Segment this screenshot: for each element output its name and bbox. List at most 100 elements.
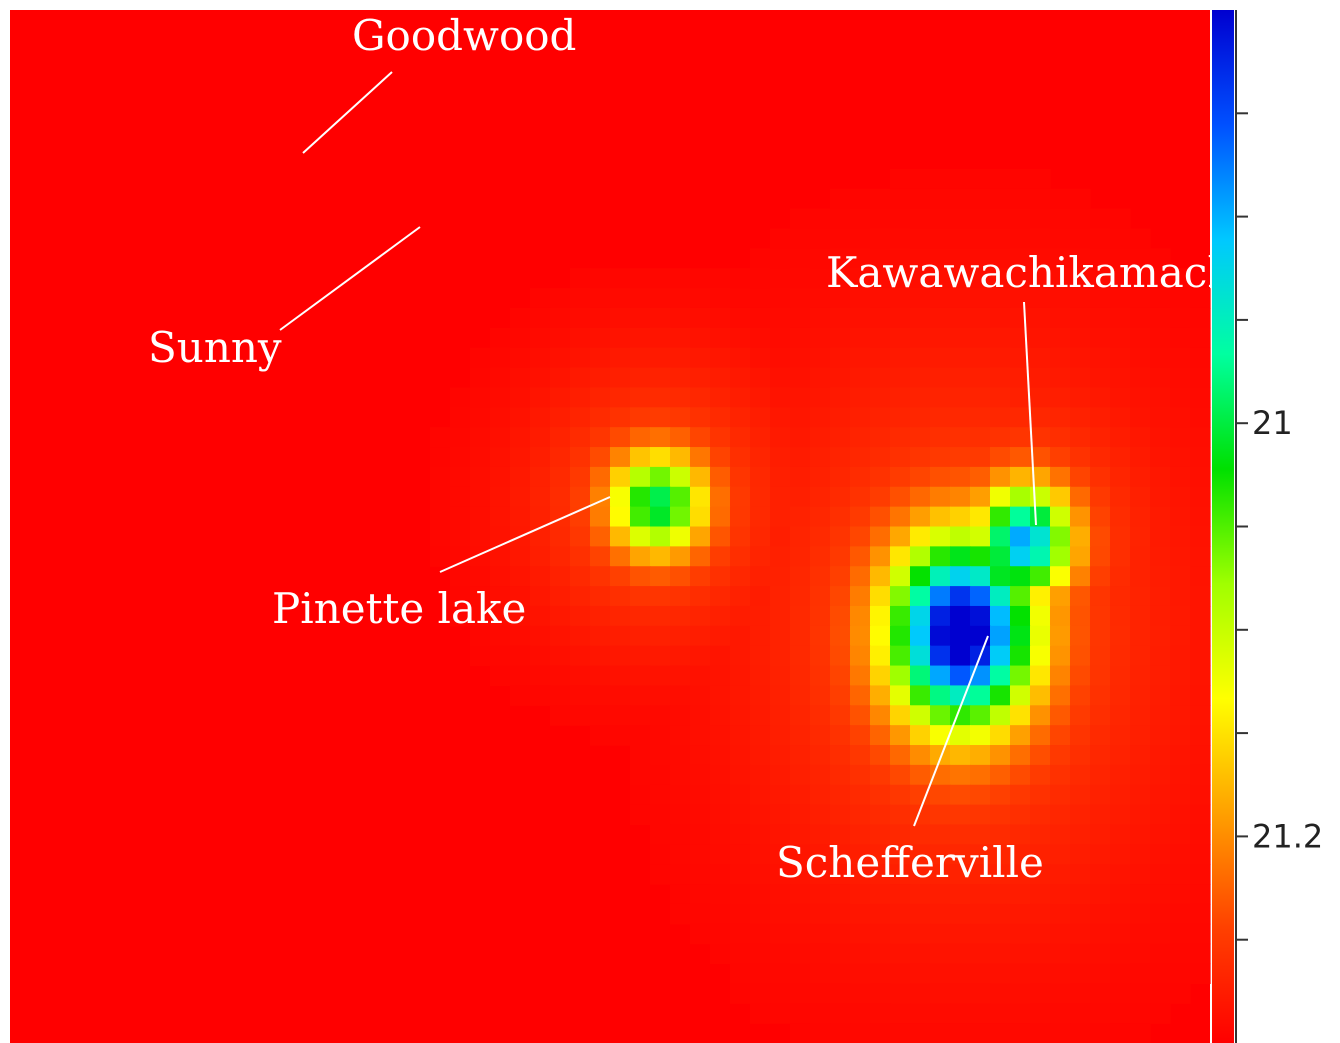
heatmap-cell (1130, 983, 1151, 1004)
heatmap-cell (890, 625, 911, 647)
heatmap-cell (990, 307, 1011, 329)
heatmap-cell (810, 387, 831, 408)
heatmap-cell (650, 625, 671, 647)
heatmap-cell (1190, 764, 1211, 786)
heatmap-cell (870, 685, 891, 706)
label-schefferville: Schefferville (776, 838, 1044, 887)
heatmap-cell (750, 248, 771, 269)
heatmap-cell (690, 268, 711, 289)
heatmap-cell (850, 943, 871, 965)
heatmap-cell (770, 903, 791, 925)
heatmap-cell (1150, 407, 1171, 428)
heatmap-cell (510, 546, 531, 567)
heatmap-cell (930, 347, 951, 369)
heatmap-cell (710, 288, 731, 309)
heatmap-cell (790, 447, 811, 468)
heatmap-cell (910, 168, 931, 190)
heatmap-cell (1130, 745, 1151, 766)
heatmap-cell (890, 983, 911, 1004)
heatmap-cell (890, 745, 911, 766)
heatmap-cell (570, 705, 591, 726)
heatmap-cell (1030, 784, 1051, 806)
heatmap-cell (1010, 745, 1031, 766)
heatmap-cell (1090, 387, 1111, 408)
heatmap-cell (1070, 546, 1091, 567)
heatmap-cell (1050, 367, 1071, 389)
heatmap-cell (490, 367, 511, 389)
heatmap-cell (1030, 387, 1051, 408)
heatmap-cell (570, 685, 591, 706)
heatmap-cell (670, 347, 691, 369)
annotation-leaders (279, 71, 1037, 827)
heatmap-cell (990, 347, 1011, 369)
heatmap-cell (630, 387, 651, 408)
heatmap-cell (550, 566, 571, 587)
heatmap-cell (1010, 725, 1031, 746)
heatmap-cell (1050, 387, 1071, 408)
heatmap-cell (1010, 705, 1031, 726)
heatmap-cell (710, 407, 731, 428)
heatmap-cell (910, 546, 931, 567)
heatmap-cell (1030, 248, 1051, 269)
heatmap-cell (450, 407, 471, 428)
heatmap-cell (810, 228, 831, 249)
heatmap-cell (1150, 625, 1171, 647)
heatmap-cell (1170, 963, 1191, 985)
heatmap-cell (870, 466, 891, 488)
heatmap-cell (1010, 983, 1031, 1004)
heatmap-cell (890, 526, 911, 547)
heatmap-cell (770, 745, 791, 766)
heatmap-cell (750, 407, 771, 428)
heatmap-cell (970, 307, 991, 329)
heatmap-cell (1050, 705, 1071, 726)
heatmap-cell (990, 327, 1011, 349)
heatmap-cell (1050, 625, 1071, 647)
heatmap-cell (970, 884, 991, 905)
heatmap-cell (910, 725, 931, 746)
heatmap-cell (1010, 288, 1031, 309)
heatmap-cell (670, 884, 691, 905)
heatmap-cell (910, 605, 931, 627)
heatmap-cell (690, 447, 711, 468)
heatmap-cell (1150, 903, 1171, 925)
heatmap-cell (1150, 983, 1171, 1004)
heatmap-cell (750, 526, 771, 547)
heatmap-cell (930, 268, 951, 289)
heatmap-cell (770, 506, 791, 528)
heatmap-cell (750, 327, 771, 349)
heatmap-cell (750, 307, 771, 329)
heatmap-cell (1090, 447, 1111, 468)
heatmap-cell (1110, 824, 1131, 845)
heatmap-cell (870, 248, 891, 269)
heatmap-cell (490, 327, 511, 349)
heatmap-cell (750, 923, 771, 945)
heatmap-cell (830, 347, 851, 369)
heatmap-cell (890, 923, 911, 945)
heatmap-cell (730, 566, 751, 587)
heatmap-cell (470, 407, 491, 428)
heatmap-cell (890, 466, 911, 488)
heatmap-cell (930, 725, 951, 746)
heatmap-cell (470, 605, 491, 627)
heatmap-cell (890, 685, 911, 706)
heatmap-cell (990, 1003, 1011, 1024)
heatmap-cell (1110, 427, 1131, 448)
heatmap-cell (910, 625, 931, 647)
heatmap-cell (810, 963, 831, 985)
heatmap-cell (1150, 347, 1171, 369)
heatmap-cell (750, 288, 771, 309)
heatmap-cell (910, 347, 931, 369)
heatmap-cell (1190, 923, 1211, 945)
heatmap-cell (1050, 1003, 1071, 1024)
heatmap-cell (570, 327, 591, 349)
heatmap-cell (890, 764, 911, 786)
heatmap-cell (710, 466, 731, 488)
heatmap-cell (830, 566, 851, 587)
heatmap-cell (710, 923, 731, 945)
heatmap-cell (610, 586, 631, 607)
heatmap-cell (1050, 506, 1071, 528)
heatmap-cell (610, 546, 631, 567)
heatmap-cell (1010, 963, 1031, 985)
heatmap-cell (710, 685, 731, 706)
